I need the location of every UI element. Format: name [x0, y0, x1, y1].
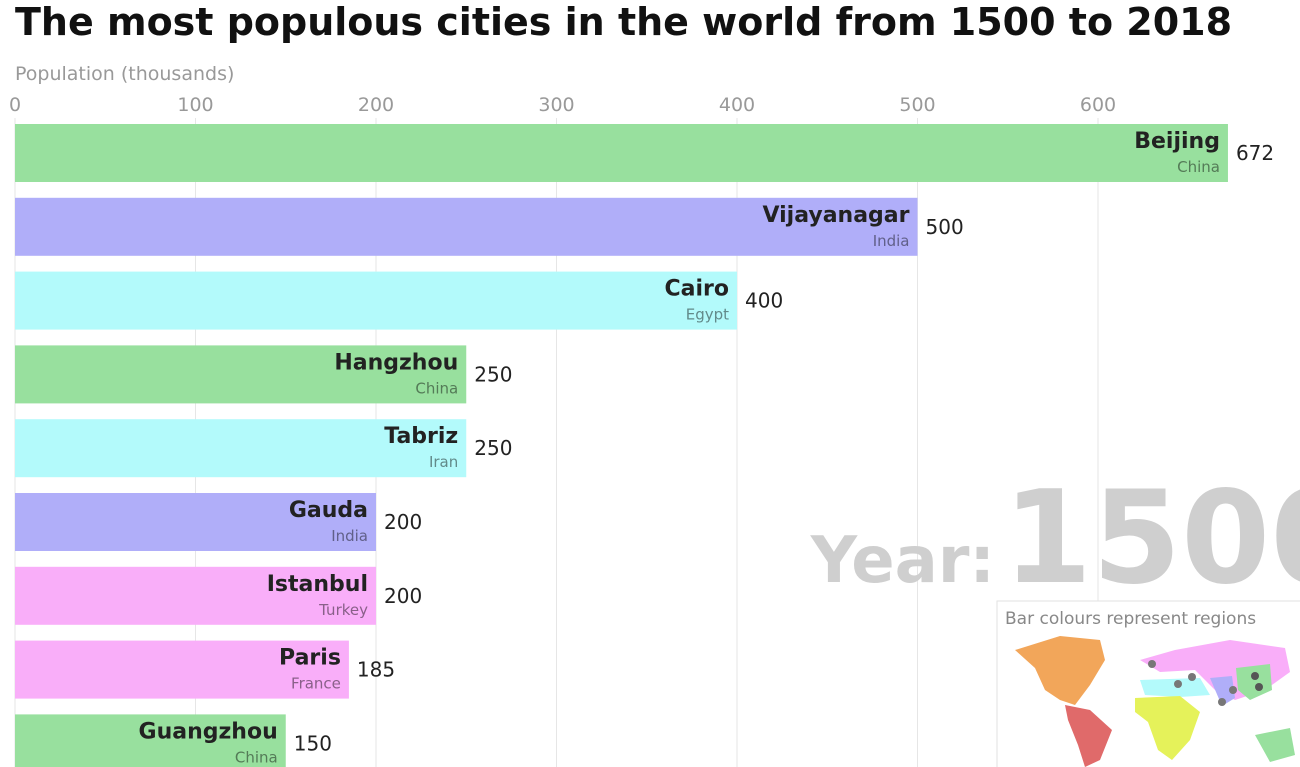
year: 1500 — [1003, 464, 1300, 613]
value-label: 200 — [384, 510, 422, 534]
map-africa — [1135, 696, 1200, 760]
x-tick-label: 600 — [1080, 94, 1116, 116]
map-middle-east — [1140, 678, 1210, 697]
bar — [15, 493, 376, 551]
value-label: 200 — [384, 584, 422, 608]
map-east-asia — [1236, 664, 1272, 700]
year-label: Year: — [810, 524, 995, 598]
map-city-dot — [1255, 683, 1263, 691]
map-north-america — [1015, 636, 1105, 705]
value-label: 500 — [926, 215, 964, 239]
x-tick-label: 0 — [9, 94, 21, 116]
country-label: India — [331, 527, 368, 545]
city-label: Vijayanagar — [762, 203, 909, 228]
bar — [15, 345, 467, 404]
map-city-dot — [1218, 698, 1226, 706]
map-south-america — [1065, 705, 1112, 767]
bar — [15, 197, 918, 256]
country-label: Turkey — [318, 601, 368, 619]
map-city-dot — [1174, 680, 1182, 688]
map-city-dot — [1251, 672, 1259, 680]
bar — [15, 419, 467, 478]
x-tick-label: 200 — [358, 94, 394, 116]
city-label: Hangzhou — [334, 350, 458, 375]
city-label: Beijing — [1134, 129, 1220, 154]
map-city-dot — [1188, 673, 1196, 681]
country-label: Iran — [429, 453, 458, 471]
map-city-dot — [1229, 686, 1237, 694]
x-tick-label: 500 — [899, 94, 935, 116]
x-tick-label: 100 — [177, 94, 213, 116]
value-label: 150 — [294, 731, 332, 755]
country-label: China — [1177, 158, 1220, 176]
city-label: Guangzhou — [139, 719, 278, 744]
x-axis-label: Population (thousands) — [15, 63, 234, 85]
bar — [15, 124, 1228, 182]
x-tick-label: 300 — [538, 94, 574, 116]
map-australia — [1255, 728, 1295, 762]
city-label: Gauda — [289, 498, 368, 523]
city-label: Paris — [279, 646, 341, 671]
legend-title: Bar colours represent regions — [1005, 609, 1256, 629]
city-label: Tabriz — [384, 424, 458, 449]
value-label: 185 — [357, 658, 395, 682]
bar — [15, 640, 349, 699]
map-city-dot — [1148, 660, 1156, 668]
x-tick-label: 400 — [719, 94, 755, 116]
bar — [15, 714, 286, 767]
city-label: Cairo — [665, 277, 730, 302]
bars: Beijing China 672 Vijayanagar India 500 Cairo E… — [15, 124, 1274, 767]
region-legend: Bar colours represent regions — [996, 600, 1300, 767]
country-label: France — [291, 675, 341, 693]
bar — [15, 566, 376, 625]
value-label: 250 — [474, 436, 512, 460]
chart-title: The most populous cities in the world fr… — [15, 0, 1232, 44]
map-india — [1210, 676, 1235, 706]
city-label: Istanbul — [267, 572, 368, 597]
bar — [15, 271, 737, 330]
country-label: India — [873, 232, 910, 250]
country-label: Egypt — [686, 306, 729, 324]
country-label: China — [415, 379, 458, 397]
value-label: 400 — [745, 289, 783, 313]
value-label: 250 — [474, 362, 512, 386]
value-label: 672 — [1236, 141, 1274, 165]
country-label: China — [235, 748, 278, 766]
